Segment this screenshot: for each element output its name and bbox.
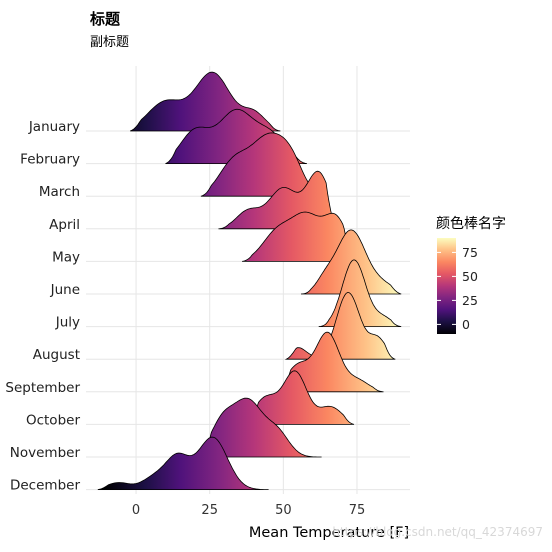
- x-tick-label: 0: [132, 503, 140, 518]
- colorbar-tick-label: 75: [462, 245, 478, 260]
- colorbar: [437, 238, 456, 334]
- x-tick-label: 25: [201, 503, 218, 518]
- ridge-october: [247, 370, 355, 425]
- x-tick-label: 75: [349, 503, 366, 518]
- ridge-august: [284, 292, 396, 360]
- colorbar-legend: 颜色棒名字 0 25 50 75: [436, 215, 506, 334]
- x-tick-label: 50: [275, 503, 292, 518]
- ridge-march: [200, 132, 322, 197]
- y-axis-labels: January February March April May June July Augu…: [5, 119, 80, 494]
- x-axis-ticks: 0 25 50 75: [132, 503, 365, 518]
- y-label-february: February: [20, 152, 80, 168]
- y-label-august: August: [33, 347, 80, 363]
- x-axis-title: Mean Temperature [F]: [249, 525, 409, 541]
- legend-title: 颜色棒名字: [436, 215, 506, 232]
- chart-subtitle: 副标题: [90, 35, 129, 50]
- ridge-layer: [97, 71, 402, 490]
- y-label-september: September: [5, 380, 80, 396]
- y-label-october: October: [26, 412, 80, 428]
- y-label-march: March: [39, 184, 80, 200]
- ridge-november: [199, 397, 322, 458]
- ridge-december: [97, 436, 269, 490]
- y-label-may: May: [52, 249, 80, 265]
- y-label-january: January: [28, 119, 80, 135]
- colorbar-tick-label: 25: [462, 293, 478, 308]
- ridge-may: [242, 211, 355, 262]
- ridge-september: [279, 331, 384, 393]
- colorbar-ticks: 0 25 50 75: [437, 245, 478, 332]
- y-label-april: April: [49, 217, 80, 233]
- colorbar-tick-label: 0: [462, 317, 470, 332]
- y-label-july: July: [55, 315, 80, 331]
- y-label-june: June: [50, 282, 80, 298]
- y-label-december: December: [10, 478, 80, 494]
- chart-title: 标题: [89, 10, 121, 28]
- y-label-november: November: [10, 445, 81, 461]
- colorbar-tick-label: 50: [462, 269, 478, 284]
- watermark-text: https://blog.csdn.net/qq_42374697: [332, 525, 543, 539]
